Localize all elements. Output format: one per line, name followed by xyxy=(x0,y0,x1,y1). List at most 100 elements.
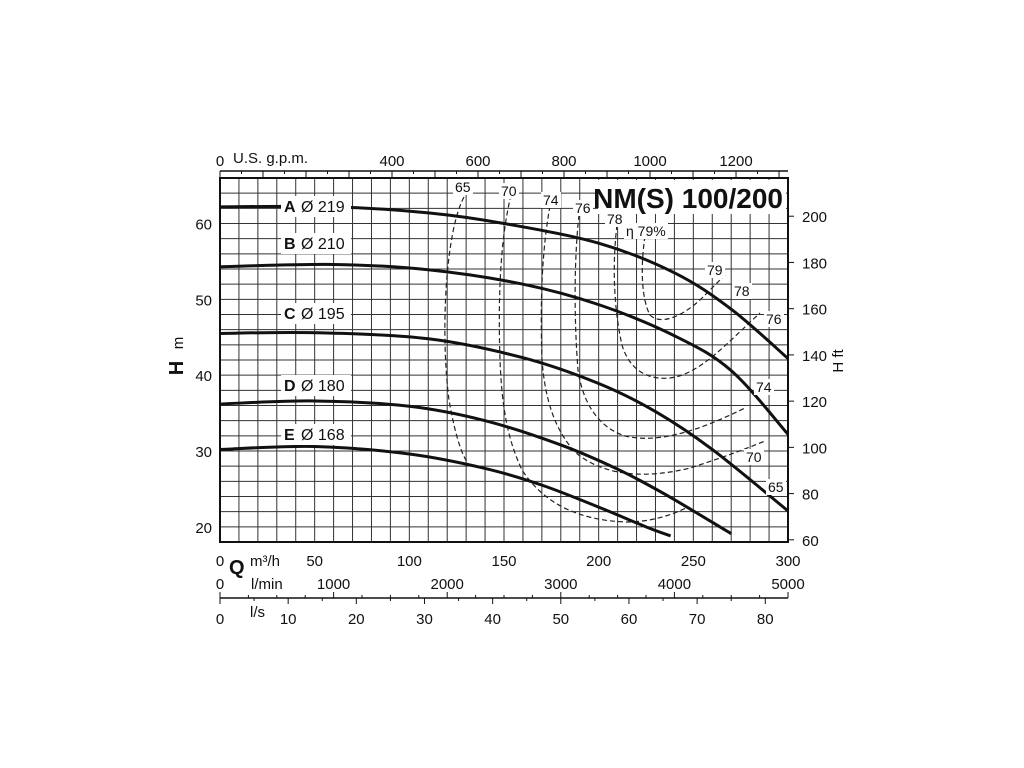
eff-label-bg xyxy=(499,183,519,199)
bottom-tick-label: 300 xyxy=(775,553,800,570)
lmin-tick-label: 5000 xyxy=(771,576,804,593)
curve-letter-D: D xyxy=(284,378,296,395)
bottom-tick-label: 0 xyxy=(216,553,224,570)
efficiency-label: 78 xyxy=(734,283,750,299)
labels: A Ø 219 B Ø 210 C Ø 195 D Ø 180 E Ø 168 NM(S) 100/… xyxy=(281,179,786,495)
eff-label-bg xyxy=(754,379,774,395)
left-tick-label: 40 xyxy=(195,368,212,385)
efficiency-label: 65 xyxy=(455,179,471,195)
curve-diameter-E: Ø 168 xyxy=(301,427,345,444)
right-tick-label: 100 xyxy=(802,440,827,457)
eff-label-bg xyxy=(766,479,786,495)
right-tick-label: 180 xyxy=(802,255,827,272)
top-tick-label: 1200 xyxy=(719,153,752,170)
efficiency-label: 76 xyxy=(575,200,591,216)
ls-tick-label: 30 xyxy=(416,611,433,628)
curve-label-bg xyxy=(281,303,351,324)
right-tick-label: 120 xyxy=(802,394,827,411)
top-tick-label: 400 xyxy=(379,153,404,170)
lmin-tick-label: 2000 xyxy=(431,576,464,593)
efficiency-label: 79 xyxy=(707,262,723,278)
curve-label-bg xyxy=(281,196,351,217)
efficiency-curve xyxy=(613,224,761,379)
left-tick-label: 20 xyxy=(195,520,212,537)
top-tick-label: 600 xyxy=(465,153,490,170)
efficiency-curve xyxy=(444,196,471,467)
curve-diameter-C: Ø 195 xyxy=(301,306,345,323)
top-axis-unit: U.S. g.p.m. xyxy=(233,150,308,167)
efficiency-label: 74 xyxy=(756,379,772,395)
efficiency-label: 78 xyxy=(607,211,623,227)
top-tick-label: 0 xyxy=(216,153,224,170)
curve-letter-E: E xyxy=(284,427,295,444)
ls-tick-label: 70 xyxy=(689,611,706,628)
y-axis-symbol: H xyxy=(166,361,188,375)
lmin-axis-unit: l/min xyxy=(251,576,283,593)
efficiency-curve xyxy=(641,235,726,321)
left-tick-label: 30 xyxy=(195,444,212,461)
right-tick-label: 80 xyxy=(802,487,819,504)
curve-label-bg xyxy=(281,424,351,445)
efficiency-label: 70 xyxy=(746,449,762,465)
ls-tick-label: 10 xyxy=(280,611,297,628)
curve-letter-B: B xyxy=(284,236,296,253)
eff-label-bg xyxy=(573,200,593,216)
ls-tick-label: 40 xyxy=(484,611,501,628)
curve-diameter-A: Ø 219 xyxy=(301,199,345,216)
chart-title: NM(S) 100/200 xyxy=(593,183,783,214)
ls-tick-label: 60 xyxy=(621,611,638,628)
eff-label-bg xyxy=(764,311,784,327)
curve-letter-C: C xyxy=(284,306,296,323)
x-axis-unit: m³/h xyxy=(250,553,280,570)
right-tick-label: 60 xyxy=(802,533,819,550)
efficiency-label: η 79% xyxy=(626,223,666,239)
ls-axis-unit: l/s xyxy=(250,604,265,621)
curve-diameter-B: Ø 210 xyxy=(301,236,345,253)
y-axis-unit: m xyxy=(170,337,187,350)
left-tick-label: 50 xyxy=(195,292,212,309)
top-tick-label: 800 xyxy=(552,153,577,170)
eff-label-bg xyxy=(453,179,473,195)
eff-label-bg xyxy=(605,211,625,227)
lmin-tick-label: 4000 xyxy=(658,576,691,593)
eff-label-bg xyxy=(744,449,764,465)
left-tick-label: 60 xyxy=(195,217,212,234)
top-tick-label: 1000 xyxy=(633,153,666,170)
curve-label-bg xyxy=(281,233,351,254)
curve-letter-A: A xyxy=(284,199,296,216)
curve-diameter-D: Ø 180 xyxy=(301,378,345,395)
efficiency-label: 76 xyxy=(766,311,782,327)
eff-label-bg xyxy=(705,262,725,278)
performance-curves xyxy=(219,204,790,538)
ls-tick-label: 80 xyxy=(757,611,774,628)
ls-tick-label: 50 xyxy=(552,611,569,628)
performance-curve-E xyxy=(219,444,672,538)
bottom-tick-label: 200 xyxy=(586,553,611,570)
efficiency-label: 74 xyxy=(543,192,559,208)
ls-tick-label: 0 xyxy=(216,611,224,628)
right-tick-label: 160 xyxy=(802,302,827,319)
plot-frame xyxy=(219,177,789,543)
x-axis-symbol: Q xyxy=(229,557,245,579)
lmin-tick-label: 1000 xyxy=(317,576,350,593)
performance-curve-C xyxy=(219,330,789,513)
right-axis-label: H ft xyxy=(830,349,847,373)
efficiency-label: 65 xyxy=(768,479,784,495)
lmin-tick-label: 0 xyxy=(216,576,224,593)
right-tick-label: 200 xyxy=(802,209,827,226)
title-bg xyxy=(598,180,786,214)
bottom-tick-label: 100 xyxy=(397,553,422,570)
lmin-tick-label: 3000 xyxy=(544,576,577,593)
eff-label-bg xyxy=(732,283,752,299)
performance-curve-B xyxy=(219,262,790,436)
efficiency-curve xyxy=(574,214,746,439)
grid xyxy=(219,177,789,543)
ls-tick-label: 20 xyxy=(348,611,365,628)
eff-label-bg xyxy=(541,192,561,208)
eff-label-bg xyxy=(624,223,668,239)
curve-label-bg xyxy=(281,375,351,396)
performance-curve-D xyxy=(219,399,732,535)
bottom-tick-label: 150 xyxy=(491,553,516,570)
